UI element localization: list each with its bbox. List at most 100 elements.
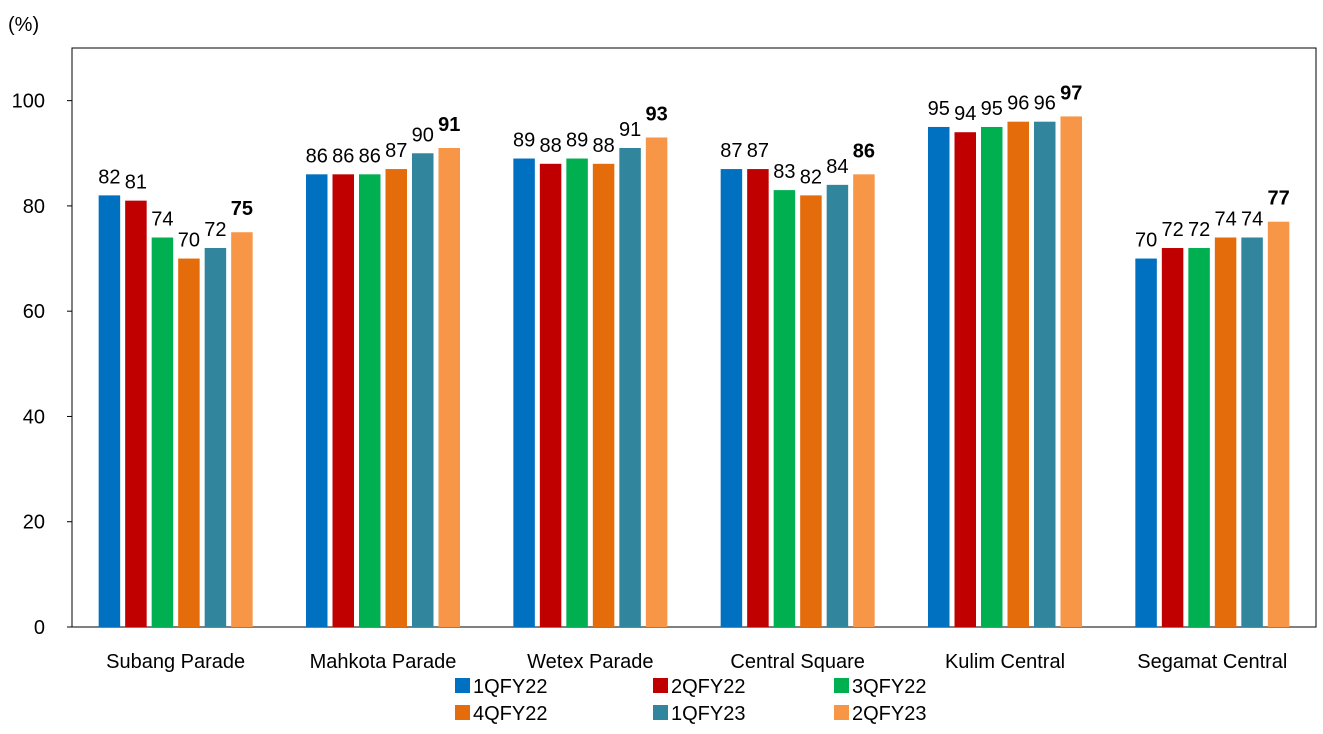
data-label: 96 — [1007, 93, 1029, 115]
data-label: 82 — [98, 166, 120, 188]
legend-swatch — [834, 705, 849, 720]
bar — [566, 158, 588, 627]
y-tick-label: 20 — [23, 512, 45, 534]
bar — [645, 137, 668, 627]
legend-label: 1QFY23 — [671, 703, 745, 725]
data-label: 88 — [592, 135, 614, 157]
data-label: 89 — [513, 130, 535, 152]
x-category-label: Segamat Central — [1137, 651, 1287, 673]
data-label: 72 — [204, 219, 226, 241]
legend-item: 4QFY22 — [455, 703, 547, 725]
bar — [720, 169, 743, 627]
y-tick-label: 40 — [23, 406, 45, 428]
bar — [539, 163, 562, 628]
legend-item: 2QFY23 — [834, 703, 926, 725]
y-axis: 0 20 40 60 80 100 — [12, 91, 72, 639]
bar — [981, 126, 1003, 628]
legend-swatch — [653, 705, 668, 720]
data-label: 74 — [1214, 208, 1236, 230]
plot-area-frame — [71, 47, 1317, 628]
bar — [592, 163, 615, 628]
data-label: 96 — [1034, 93, 1056, 115]
x-category-label: Central Square — [730, 651, 865, 673]
data-label: 72 — [1188, 219, 1210, 241]
bar — [1214, 237, 1237, 627]
bar — [359, 174, 381, 627]
bar — [125, 200, 147, 628]
legend-swatch — [834, 678, 849, 693]
bar — [773, 190, 796, 628]
legend: 1QFY22 2QFY22 3QFY22 4QFY22 1QFY23 2QFY23 — [455, 676, 926, 725]
bar — [513, 158, 535, 627]
data-label: 86 — [332, 145, 354, 167]
legend-swatch — [653, 678, 668, 693]
bar — [826, 184, 849, 627]
y-axis-unit-label: (%) — [8, 14, 39, 36]
legend-swatch — [455, 705, 470, 720]
legend-item: 1QFY23 — [653, 703, 745, 725]
bar — [178, 258, 200, 627]
y-tick-label: 100 — [12, 91, 45, 113]
legend-label: 1QFY22 — [473, 676, 547, 698]
bar — [151, 237, 174, 627]
bar — [954, 132, 976, 627]
bar — [306, 174, 328, 627]
bar — [1188, 248, 1210, 627]
data-label: 95 — [928, 98, 950, 120]
legend-item: 2QFY22 — [653, 676, 745, 698]
bar — [619, 148, 641, 627]
bar — [1034, 121, 1056, 627]
data-label: 94 — [954, 103, 976, 125]
bar-group: 95 94 95 96 96 97 — [928, 82, 1082, 628]
data-label: 93 — [645, 103, 667, 125]
y-tick-label: 60 — [23, 301, 45, 323]
x-category-label: Subang Parade — [106, 651, 245, 673]
bar — [747, 169, 769, 627]
legend-label: 3QFY22 — [852, 676, 926, 698]
data-label: 74 — [1241, 208, 1263, 230]
data-label: 82 — [800, 166, 822, 188]
data-label: 97 — [1060, 82, 1082, 104]
data-label: 77 — [1267, 188, 1289, 210]
legend-item: 1QFY22 — [455, 676, 547, 698]
data-label: 81 — [125, 172, 147, 194]
data-label: 89 — [566, 130, 588, 152]
bar — [98, 195, 121, 627]
data-label: 84 — [826, 156, 848, 178]
data-label: 88 — [539, 135, 561, 157]
bar — [332, 174, 354, 627]
legend-label: 2QFY22 — [671, 676, 745, 698]
data-label: 70 — [1135, 230, 1157, 252]
bar — [385, 169, 407, 627]
bar — [800, 195, 822, 627]
bar — [438, 148, 460, 627]
data-label: 87 — [720, 140, 742, 162]
x-category-label: Wetex Parade — [527, 651, 653, 673]
data-label: 91 — [438, 114, 460, 136]
bar — [928, 126, 950, 628]
bar — [1060, 116, 1082, 627]
bar — [231, 232, 253, 627]
legend-label: 4QFY22 — [473, 703, 547, 725]
bar — [412, 153, 434, 628]
legend-item: 3QFY22 — [834, 676, 926, 698]
y-tick-label: 0 — [34, 617, 45, 639]
data-label: 72 — [1161, 219, 1183, 241]
bar — [1267, 221, 1290, 627]
data-label: 86 — [359, 145, 381, 167]
data-label: 74 — [151, 208, 173, 230]
data-label: 70 — [178, 230, 200, 252]
data-label: 86 — [853, 140, 875, 162]
bar — [1241, 237, 1263, 627]
y-tick-label: 80 — [23, 196, 45, 218]
x-category-label: Mahkota Parade — [310, 651, 457, 673]
legend-swatch — [455, 678, 470, 693]
data-label: 90 — [412, 124, 434, 146]
